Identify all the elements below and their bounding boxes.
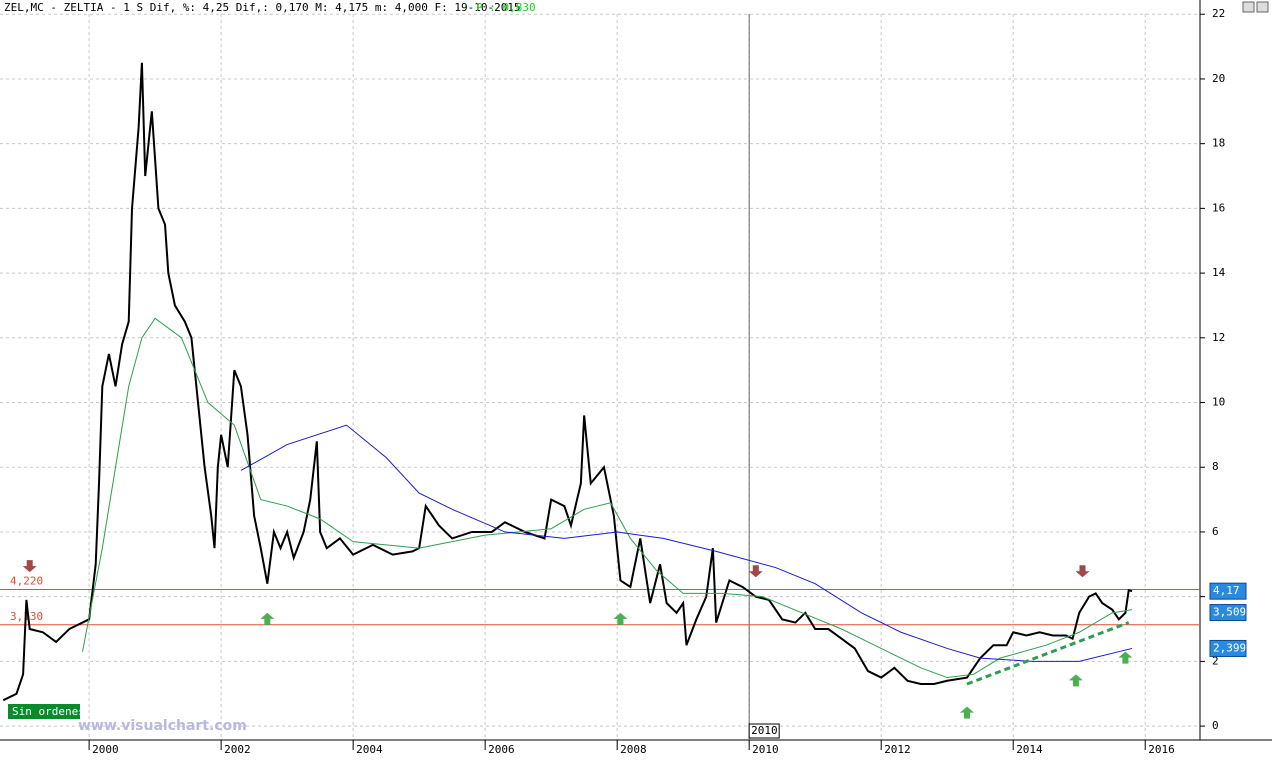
x-tick-label: 2008	[620, 743, 647, 756]
y-tick-label: 6	[1212, 525, 1219, 538]
up-arrow	[613, 612, 628, 625]
x-tick-label: 2002	[224, 743, 251, 756]
up-arrow	[959, 706, 974, 719]
up-arrow	[260, 612, 275, 625]
down-arrow	[748, 565, 763, 578]
price-line	[240, 424, 1133, 662]
badge: Sin ordenes	[12, 705, 85, 718]
last-value-label: 4,17	[1213, 584, 1240, 597]
up-arrow	[1068, 674, 1083, 687]
y-tick-label: 8	[1212, 460, 1219, 473]
y-tick-label: 0	[1212, 719, 1219, 732]
last-value-box	[1209, 604, 1247, 622]
badge-box	[8, 704, 80, 719]
last-value-box	[1209, 639, 1247, 657]
minimize-button[interactable]	[1242, 1, 1255, 13]
chart-title: ZEL,MC - ZELTIA - 1 S Dif, %: 4,25 Dif,:…	[4, 1, 521, 14]
x-tick-label: 2006	[488, 743, 515, 756]
last-value-label: 3,509	[1213, 606, 1246, 619]
y-tick-label: 2	[1212, 654, 1219, 667]
y-tick-label: 16	[1212, 201, 1225, 214]
x-tick-label: 2000	[92, 743, 119, 756]
x-tick-label: 2016	[1148, 743, 1175, 756]
horizontal-line-label: 4,220	[10, 575, 43, 588]
title-note: P : 0,830	[476, 1, 536, 14]
last-value-label: 2,399	[1213, 641, 1246, 654]
trend-line	[966, 621, 1130, 686]
watermark: www.visualchart.com	[78, 718, 247, 734]
cursor-label: 2010	[751, 724, 778, 737]
x-tick-label: 2014	[1016, 743, 1043, 756]
x-tick-label: 2012	[884, 743, 911, 756]
down-arrow	[1075, 565, 1090, 578]
plot-area: 0246810121416182022200020022004200620082…	[0, 7, 1247, 756]
y-tick-label: 18	[1212, 137, 1225, 150]
y-tick-label: 12	[1212, 331, 1225, 344]
x-tick-label: 2004	[356, 743, 383, 756]
y-tick-label: 20	[1212, 72, 1225, 85]
y-tick-label: 14	[1212, 266, 1226, 279]
y-tick-label: 10	[1212, 396, 1225, 409]
last-value-box	[1209, 582, 1247, 600]
close-button[interactable]	[1256, 1, 1269, 13]
price-line	[82, 317, 1133, 679]
x-tick-label: 2010	[752, 743, 779, 756]
cursor-label-box	[748, 723, 780, 739]
y-tick-label: 22	[1212, 7, 1225, 20]
price-line	[2, 62, 1133, 702]
down-arrow	[22, 560, 37, 573]
up-arrow	[1118, 651, 1133, 664]
